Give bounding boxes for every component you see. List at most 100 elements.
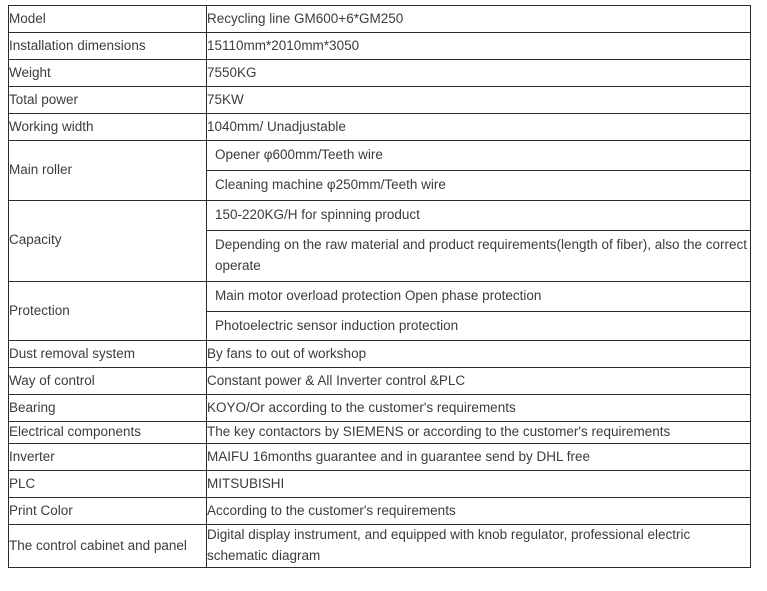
subrow: Depending on the raw material and produc… [207, 230, 750, 280]
row-value-subcell: Photoelectric sensor induction protectio… [207, 311, 750, 340]
table-row: Electrical components The key contactors… [8, 421, 751, 445]
row-label-cell: Main roller [8, 140, 207, 201]
row-label: Total power [9, 91, 79, 107]
row-label-cell: Installation dimensions [8, 32, 207, 60]
row-value: The key contactors by SIEMENS or accordi… [207, 424, 671, 440]
value-subtable: Opener φ600mm/Teeth wire Cleaning machin… [207, 141, 750, 200]
row-label: Print Color [9, 502, 73, 518]
subrow: Opener φ600mm/Teeth wire [207, 141, 750, 171]
row-value-cell: KOYO/Or according to the customer's requ… [206, 394, 751, 423]
row-label: Bearing [9, 399, 56, 415]
row-label-cell: Bearing [8, 394, 207, 423]
table-row: Protection Main motor overload protectio… [8, 280, 751, 342]
table-row: Working width 1040mm/ Unadjustable [8, 113, 751, 141]
row-label-cell: Working width [8, 113, 207, 141]
table-row: The control cabinet and panel Digital di… [8, 524, 751, 569]
row-value-subcell: Opener φ600mm/Teeth wire [207, 141, 750, 171]
row-label-cell: Capacity [8, 199, 207, 282]
row-value: Recycling line GM600+6*GM250 [207, 10, 404, 26]
subrow: Main motor overload protection Open phas… [207, 281, 750, 312]
row-value-subcell: 150-220KG/H for spinning product [207, 200, 750, 231]
row-value: MAIFU 16months guarantee and in guarante… [207, 448, 590, 464]
specification-table-body: Model Recycling line GM600+6*GM250 Insta… [8, 5, 751, 569]
value-subtable: Main motor overload protection Open phas… [207, 281, 750, 341]
row-value-cell: 7550KG [206, 59, 751, 87]
row-value: By fans to out of workshop [207, 345, 367, 361]
row-label-cell: Dust removal system [8, 340, 207, 369]
row-label: Capacity [9, 232, 62, 248]
row-value: 75KW [207, 91, 244, 107]
row-label: Model [9, 10, 46, 26]
row-label: Installation dimensions [9, 37, 146, 53]
row-value: KOYO/Or according to the customer's requ… [207, 399, 516, 415]
table-row: Installation dimensions 15110mm*2010mm*3… [8, 32, 751, 60]
specification-table: Model Recycling line GM600+6*GM250 Insta… [8, 5, 751, 569]
value-subtable: 150-220KG/H for spinning product Dependi… [207, 200, 750, 281]
row-value: Opener φ600mm/Teeth wire [215, 147, 383, 162]
row-label: Protection [9, 302, 70, 318]
row-label-cell: Model [8, 5, 207, 33]
row-label: Working width [9, 118, 94, 134]
row-value: Photoelectric sensor induction protectio… [215, 317, 459, 333]
row-value-group-cell: Opener φ600mm/Teeth wire Cleaning machin… [206, 140, 751, 201]
row-value-group-cell: 150-220KG/H for spinning product Dependi… [206, 199, 751, 282]
row-label: Way of control [9, 372, 95, 388]
row-value-cell: Constant power & All Inverter control &P… [206, 367, 751, 396]
row-value: 150-220KG/H for spinning product [215, 206, 420, 222]
row-label: The control cabinet and panel [9, 537, 187, 553]
row-label: Electrical components [9, 424, 142, 440]
table-row: Bearing KOYO/Or according to the custome… [8, 394, 751, 423]
table-row: Weight 7550KG [8, 59, 751, 87]
row-value: 1040mm/ Unadjustable [207, 118, 346, 134]
row-value-cell: 15110mm*2010mm*3050 [206, 32, 751, 60]
row-value: Depending on the raw material and produc… [215, 236, 748, 273]
row-value: 15110mm*2010mm*3050 [207, 37, 360, 53]
table-row: Way of control Constant power & All Inve… [8, 367, 751, 396]
table-row: Main roller Opener φ600mm/Teeth wire [8, 140, 751, 201]
row-value: Digital display instrument, and equipped… [207, 527, 691, 564]
row-value-group-cell: Main motor overload protection Open phas… [206, 280, 751, 342]
row-value-subcell: Cleaning machine φ250mm/Teeth wire [207, 170, 750, 199]
subrow: Cleaning machine φ250mm/Teeth wire [207, 170, 750, 199]
table-row: Inverter MAIFU 16months guarantee and in… [8, 443, 751, 472]
row-value-cell: By fans to out of workshop [206, 340, 751, 369]
row-label-cell: Total power [8, 86, 207, 114]
row-label: PLC [9, 475, 36, 491]
row-value-cell: The key contactors by SIEMENS or accordi… [206, 421, 751, 445]
row-label-cell: Weight [8, 59, 207, 87]
table-row: Total power 75KW [8, 86, 751, 114]
table-row: Capacity 150-220KG/H for spinning produc… [8, 199, 751, 282]
row-value: Main motor overload protection Open phas… [215, 287, 542, 303]
subrow: 150-220KG/H for spinning product [207, 200, 750, 231]
row-value-cell: Digital display instrument, and equipped… [206, 524, 751, 569]
row-value-cell: MAIFU 16months guarantee and in guarante… [206, 443, 751, 472]
table-row: Print Color According to the customer's … [8, 497, 751, 526]
row-value: MITSUBISHI [207, 475, 285, 491]
row-value: Cleaning machine φ250mm/Teeth wire [215, 176, 446, 192]
row-value: According to the customer's requirements [207, 502, 456, 518]
row-value-cell: According to the customer's requirements [206, 497, 751, 526]
row-value-cell: Recycling line GM600+6*GM250 [206, 5, 751, 33]
row-value-subcell: Main motor overload protection Open phas… [207, 281, 750, 312]
row-label-cell: Electrical components [8, 421, 207, 445]
table-row: PLC MITSUBISHI [8, 470, 751, 499]
row-label-cell: Way of control [8, 367, 207, 396]
subrow: Photoelectric sensor induction protectio… [207, 311, 750, 340]
row-label-cell: PLC [8, 470, 207, 499]
row-value: Constant power & All Inverter control &P… [207, 372, 466, 388]
table-row: Model Recycling line GM600+6*GM250 [8, 5, 751, 33]
row-label-cell: The control cabinet and panel [8, 524, 207, 569]
specification-sheet: Model Recycling line GM600+6*GM250 Insta… [8, 5, 751, 569]
row-label: Main roller [9, 161, 73, 177]
row-label: Weight [9, 64, 51, 80]
row-label: Inverter [9, 448, 55, 464]
row-value: 7550KG [207, 64, 257, 80]
row-value-cell: 1040mm/ Unadjustable [206, 113, 751, 141]
row-label-cell: Inverter [8, 443, 207, 472]
table-row: Dust removal system By fans to out of wo… [8, 340, 751, 369]
row-value-cell: MITSUBISHI [206, 470, 751, 499]
row-label-cell: Print Color [8, 497, 207, 526]
row-value-cell: 75KW [206, 86, 751, 114]
row-value-subcell: Depending on the raw material and produc… [207, 230, 750, 280]
row-label: Dust removal system [9, 345, 136, 361]
